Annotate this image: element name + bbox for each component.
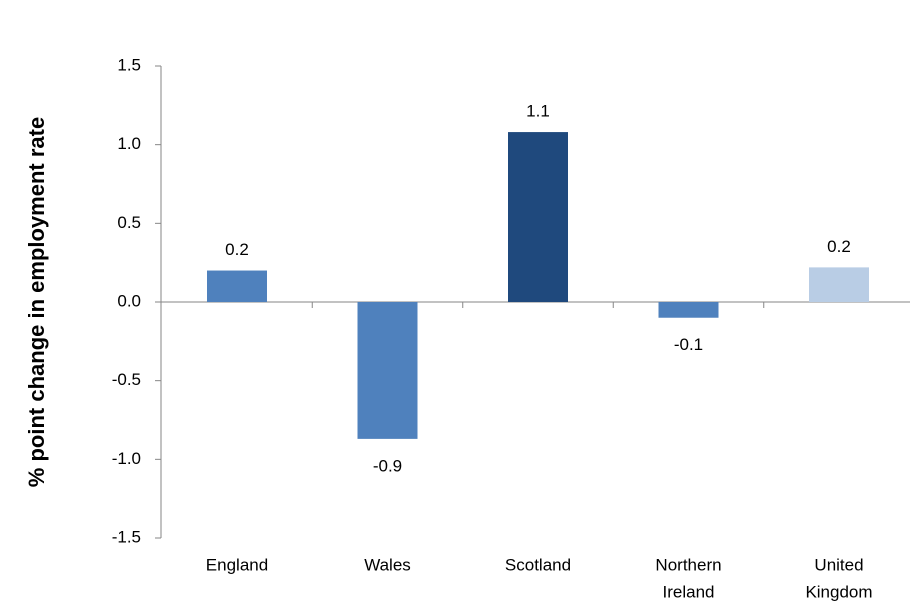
y-tick-label: -1.5 (112, 527, 141, 546)
x-category-label: England (206, 555, 268, 574)
x-category-label: United (814, 555, 863, 574)
data-label: 0.2 (225, 240, 249, 259)
bar-england (207, 270, 267, 302)
bar-united-kingdom (809, 267, 869, 302)
y-tick-label: 0.0 (117, 291, 141, 310)
data-label: 0.2 (827, 237, 851, 256)
y-axis-title: % point change in employment rate (24, 117, 49, 487)
y-tick-label: 1.5 (117, 55, 141, 74)
bar-wales (357, 302, 418, 439)
x-category-label: Scotland (505, 555, 571, 574)
y-tick-label: -0.5 (112, 370, 141, 389)
bar-northern-ireland (658, 302, 719, 318)
data-label: -0.9 (373, 456, 402, 475)
x-category-label: Ireland (663, 582, 715, 601)
y-tick-label: 1.0 (117, 134, 141, 153)
bar-scotland (508, 132, 568, 302)
x-category-label: Northern (655, 555, 721, 574)
y-tick-label: 0.5 (117, 213, 141, 232)
x-category-label: Wales (364, 555, 411, 574)
data-label: -0.1 (674, 335, 703, 354)
data-label: 1.1 (526, 102, 550, 121)
y-tick-label: -1.0 (112, 449, 141, 468)
x-category-label: Kingdom (805, 582, 872, 601)
